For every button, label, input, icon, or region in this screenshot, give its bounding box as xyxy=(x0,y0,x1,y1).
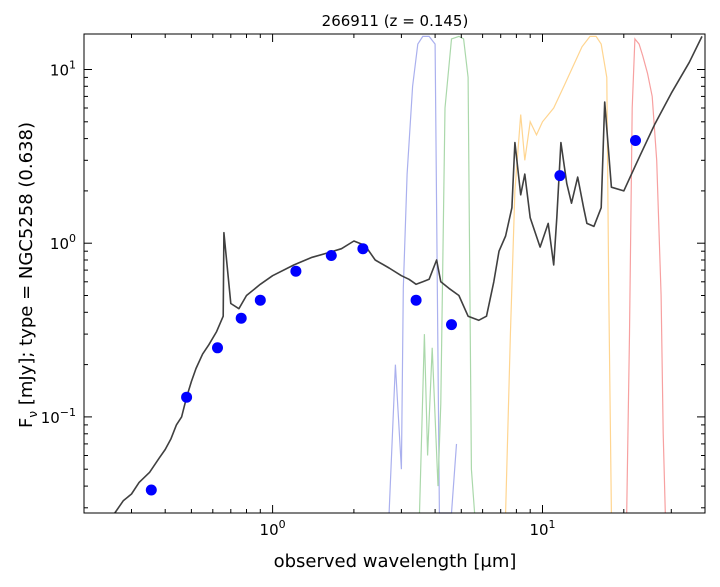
filter-curves xyxy=(388,35,666,514)
photometry-point xyxy=(212,342,223,354)
filter-curve-3 xyxy=(505,35,612,514)
photometry-point xyxy=(357,243,369,255)
x-tick-label: 101 xyxy=(529,518,555,539)
y-axis-label-main: F xyxy=(16,418,37,428)
chart-title: 266911 (z = 0.145) xyxy=(322,12,469,30)
photometry-point xyxy=(410,294,422,306)
y-tick-label: 100 xyxy=(50,232,76,253)
photometry-point xyxy=(325,250,337,261)
photometry-point xyxy=(235,312,247,324)
photometry-point xyxy=(554,170,566,182)
y-tick-label: 101 xyxy=(50,59,76,80)
tick-labels: 100 101 10−1 100 101 xyxy=(41,59,556,540)
filter-curve-1 xyxy=(388,35,458,514)
photometry-point xyxy=(446,319,457,331)
template-sed xyxy=(114,36,703,514)
y-axis-label-rest: [mJy]; type = NGC5258 (0.638) xyxy=(16,122,37,411)
photometry-point xyxy=(254,294,266,306)
y-tick-label: 10−1 xyxy=(41,406,76,427)
plot-frame xyxy=(83,33,706,514)
photometry-points xyxy=(145,135,641,496)
x-axis-label: observed wavelength [μm] xyxy=(274,551,517,572)
y-axis-label: Fν [mJy]; type = NGC5258 (0.638) xyxy=(16,122,40,428)
y-axis-label-sub: ν xyxy=(26,411,40,418)
photometry-point xyxy=(145,484,157,496)
filter-curve-4 xyxy=(626,37,666,514)
filter-curve-2 xyxy=(418,35,476,514)
template-sed-line xyxy=(114,36,703,514)
axis-ticks xyxy=(83,34,706,513)
photometry-point xyxy=(630,135,641,146)
x-tick-label: 100 xyxy=(260,518,286,539)
photometry-point xyxy=(181,391,193,403)
photometry-point xyxy=(290,265,302,277)
